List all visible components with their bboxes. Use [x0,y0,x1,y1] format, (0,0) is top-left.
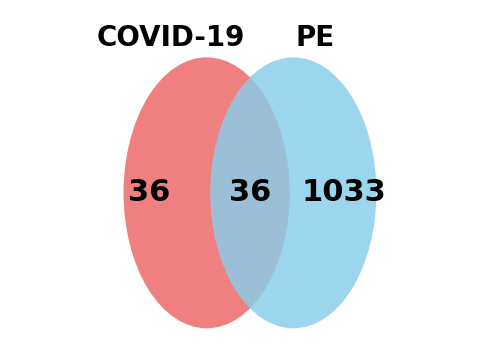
Text: 1033: 1033 [302,178,386,207]
Text: 36: 36 [229,178,271,207]
Text: PE: PE [296,24,335,52]
Ellipse shape [210,58,376,328]
Ellipse shape [124,58,290,328]
Text: 36: 36 [128,178,170,207]
Text: COVID-19: COVID-19 [96,24,244,52]
